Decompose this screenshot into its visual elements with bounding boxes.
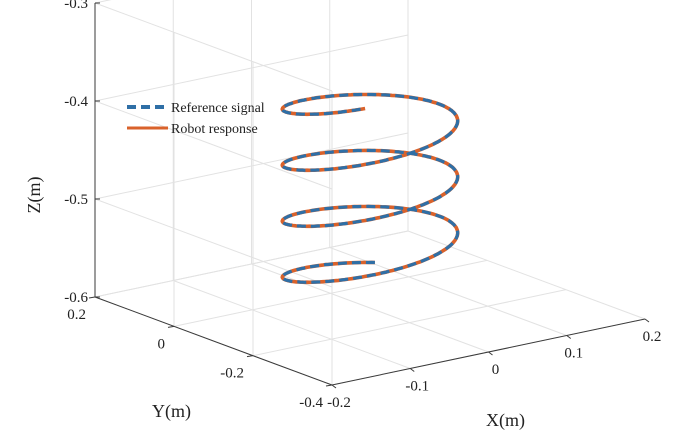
x-axis-label: X(m): [486, 410, 525, 431]
grid-line: [173, 259, 488, 327]
z-axis-label: Z(m): [24, 177, 45, 214]
y-tick-mark: [325, 384, 333, 387]
grid-line: [252, 289, 567, 357]
legend: Reference signal Robot response: [127, 101, 265, 137]
y-axis-label: Y(m): [152, 401, 191, 422]
z-tick-label: -0.6: [64, 290, 88, 306]
x-tick-label: 0.2: [643, 329, 662, 345]
x-tick-label: -0.1: [405, 379, 429, 395]
y-tick-label: 0: [158, 336, 166, 352]
x-tick-mark: [644, 318, 650, 323]
series-lines: [280, 92, 460, 285]
tick-labels: -0.2-0.100.10.2-0.4-0.200.2-0.6-0.5-0.4-…: [64, 0, 661, 411]
x-tick-mark: [488, 351, 493, 356]
grid-line: [94, 230, 409, 298]
y-axis-line: [94, 296, 333, 386]
y-tick-label: -0.4: [299, 395, 323, 411]
grid-line: [94, 2, 333, 92]
z-tick-label: -0.4: [64, 94, 88, 110]
axes-box: [88, 2, 650, 389]
y-tick-mark: [88, 296, 96, 299]
grid-line: [251, 263, 489, 353]
legend-response-label: Robot response: [171, 122, 258, 137]
robot-response-line: [280, 92, 460, 285]
grid-line: [94, 100, 333, 190]
y-tick-mark: [246, 355, 254, 358]
x-tick-mark: [409, 368, 415, 372]
z-tick-label: -0.5: [64, 192, 88, 208]
x-tick-label: 0: [492, 362, 500, 378]
grid-line: [407, 230, 646, 320]
reference-signal-line: [280, 92, 460, 284]
x-tick-label: 0.1: [564, 346, 583, 362]
y-tick-label: 0.2: [67, 307, 86, 323]
y-tick-label: -0.2: [220, 366, 244, 382]
x-tick-label: -0.2: [327, 395, 351, 411]
y-tick-mark: [167, 325, 175, 328]
legend-reference-label: Reference signal: [171, 101, 265, 116]
x-tick-mark: [566, 335, 572, 339]
z-tick-label: -0.3: [64, 0, 88, 12]
grid-line: [173, 280, 411, 369]
x-tick-mark: [331, 384, 337, 389]
